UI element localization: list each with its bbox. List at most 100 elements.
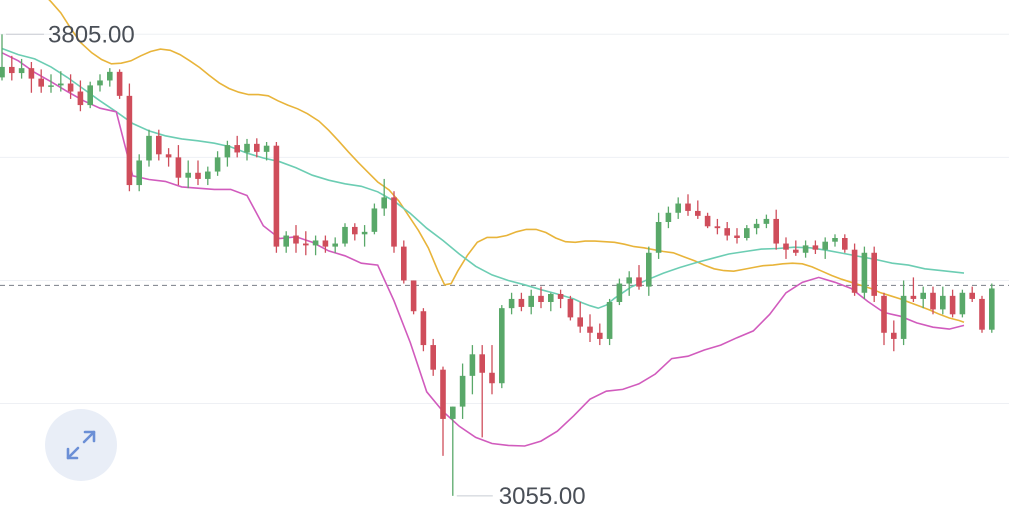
candle-body (881, 295, 887, 333)
candle (254, 138, 260, 158)
candle (724, 222, 730, 241)
candle-body (940, 295, 946, 310)
candle (812, 240, 819, 254)
upper-band-line (48, 0, 965, 324)
candle (636, 265, 642, 290)
candle (949, 289, 956, 318)
candle (577, 302, 583, 333)
candle (597, 323, 603, 346)
candle-body (842, 238, 848, 250)
candle (401, 240, 407, 284)
candle-body (753, 223, 760, 229)
candle (891, 320, 897, 352)
candle-body (195, 172, 201, 179)
candle-body (9, 66, 15, 74)
candle (606, 298, 613, 346)
candle-body (920, 292, 926, 299)
candle (489, 345, 495, 395)
candle (381, 178, 387, 216)
candle-body (58, 83, 64, 86)
candle-body (724, 228, 730, 236)
candle-body (783, 243, 789, 250)
candle-body (205, 171, 211, 179)
candle-body (185, 172, 191, 178)
candle-body (744, 228, 750, 238)
candle (185, 160, 191, 189)
candle (773, 209, 779, 250)
candle (156, 129, 162, 161)
candle (763, 214, 770, 229)
candle-body (146, 135, 152, 161)
candle-body (430, 345, 436, 370)
candle (695, 200, 701, 219)
candle-body (714, 226, 721, 229)
candle-body (48, 85, 54, 87)
candle (97, 74, 103, 92)
candle (332, 237, 338, 253)
candle-body (38, 78, 44, 87)
candle (87, 81, 93, 109)
candle (851, 243, 858, 296)
low-price-label: 3055.00 (499, 483, 586, 510)
candle (587, 314, 593, 342)
candle-body (342, 226, 348, 244)
candle (734, 228, 740, 244)
candle (861, 246, 868, 299)
candle (528, 289, 534, 315)
candle (293, 225, 299, 253)
candle-body (930, 292, 936, 310)
candle-body (851, 249, 858, 293)
candle-body (67, 83, 74, 92)
candle-body (734, 235, 740, 238)
candle (371, 203, 378, 235)
candle-body (312, 240, 319, 246)
candle (685, 194, 691, 216)
candle (783, 237, 789, 259)
candle (479, 345, 485, 438)
candles-layer (0, 34, 995, 496)
candle (675, 197, 681, 219)
candle-body (126, 95, 133, 186)
low-marker: 3055.00 (456, 483, 586, 510)
candle-body (459, 375, 466, 407)
candle-body (479, 354, 485, 373)
candle (136, 154, 142, 192)
candle-body (910, 295, 917, 299)
candle (871, 246, 877, 302)
candle-body (655, 222, 662, 253)
candle (822, 237, 828, 259)
candle (175, 145, 182, 186)
candle-body (636, 277, 642, 287)
candle (322, 235, 329, 253)
candle (244, 138, 250, 161)
candle (881, 292, 887, 346)
candle-body (371, 208, 378, 232)
candle (391, 191, 397, 253)
candle-body (646, 252, 652, 287)
candle-body (214, 157, 221, 172)
candle-body (538, 295, 544, 302)
candle-body (616, 283, 623, 302)
candle (420, 308, 427, 352)
candle (920, 286, 926, 309)
candle-body (891, 332, 897, 339)
candle (714, 218, 721, 235)
candle (58, 71, 64, 92)
candle (940, 286, 946, 315)
candle (361, 225, 368, 247)
candle (959, 289, 966, 318)
candle-body (224, 145, 231, 158)
candle (146, 129, 152, 167)
candle (842, 234, 848, 253)
candle-body (97, 80, 103, 86)
expand-icon (66, 430, 96, 460)
candle-body (606, 302, 613, 339)
candle-body (871, 252, 877, 296)
fullscreen-button[interactable] (45, 409, 117, 481)
candle-body (704, 215, 711, 227)
candle (979, 295, 985, 333)
candle-body (352, 226, 358, 235)
candle-body (567, 298, 574, 318)
candle (107, 68, 113, 87)
candle-body (283, 235, 289, 247)
